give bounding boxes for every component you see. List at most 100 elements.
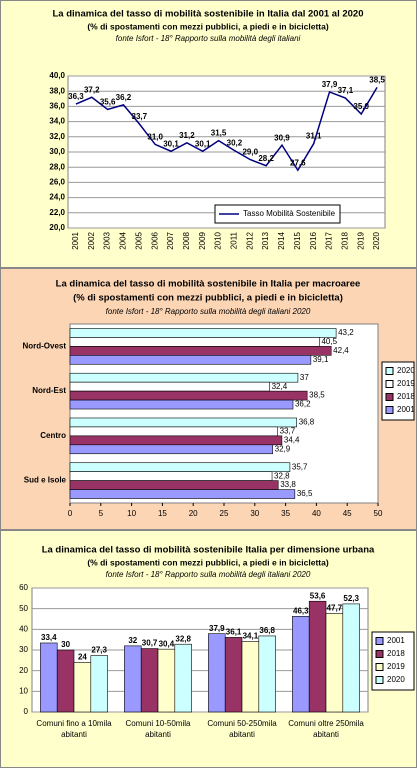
data-label: 38,5	[369, 76, 385, 85]
bar	[69, 417, 297, 428]
y-tick-label: 36,0	[49, 102, 65, 111]
data-label: 35,6	[100, 98, 116, 107]
bar	[69, 390, 308, 401]
y-tick-label: 30	[19, 645, 28, 654]
data-label: 30,2	[227, 139, 243, 148]
data-label: 42,4	[333, 346, 349, 355]
bar	[342, 603, 360, 713]
data-label: 37,2	[84, 85, 100, 94]
bar	[174, 643, 192, 713]
data-label: 37,9	[322, 80, 338, 89]
chart-subtitle: (% di spostamenti con mezzi pubblici, a …	[73, 293, 343, 304]
bar	[308, 600, 327, 713]
x-tick-label: 5	[99, 509, 104, 518]
data-label: 31,1	[306, 132, 322, 141]
bar	[241, 641, 260, 713]
x-tick-label: 45	[343, 509, 352, 518]
data-label: 32,8	[175, 634, 191, 643]
bar	[69, 355, 312, 365]
bar	[140, 648, 159, 713]
bar	[69, 435, 283, 446]
x-tick-label: 2007	[166, 231, 175, 249]
y-tick-label: 20,0	[49, 223, 65, 232]
legend-swatch	[375, 676, 384, 684]
data-label: 35,7	[292, 462, 308, 471]
x-tick-label: 2005	[134, 231, 143, 249]
data-label: 37,9	[209, 624, 225, 633]
data-label: 36,2	[295, 400, 311, 409]
data-label: 53,6	[310, 591, 326, 600]
y-tick-label: 40,0	[49, 71, 65, 80]
x-tick-label: 2018	[340, 231, 349, 249]
chart-subtitle: (% di spostamenti con mezzi pubblici, a …	[87, 21, 329, 31]
bar	[40, 642, 58, 713]
data-label: 40,5	[321, 337, 337, 346]
data-label: 31,0	[147, 133, 163, 142]
x-tick-label: 2016	[309, 231, 318, 249]
x-tick-label: 2004	[119, 231, 128, 249]
x-tick-label: 2003	[103, 231, 112, 249]
legend-label: 2018	[397, 392, 415, 401]
data-label: 34,1	[243, 632, 259, 641]
legend-swatch	[385, 406, 394, 414]
data-label: 34,4	[284, 435, 300, 444]
x-tick-label: 2017	[325, 231, 334, 249]
legend-box	[214, 204, 341, 224]
legend-swatch	[385, 367, 394, 375]
data-label: 36,8	[299, 418, 315, 427]
legend-label: Tasso Mobilità Sostenibile	[243, 209, 336, 218]
category-label: Comuni oltre 250mila abitanti	[288, 719, 364, 739]
y-tick-label: 26,0	[49, 178, 65, 187]
category-label: Nord-Est	[32, 386, 66, 395]
y-tick-label: 32,0	[49, 132, 65, 141]
bar	[69, 480, 279, 490]
x-tick-label: 2015	[293, 231, 302, 249]
bar	[56, 649, 75, 713]
y-tick-label: 38,0	[49, 86, 65, 95]
data-label: 29,0	[242, 148, 258, 157]
data-label: 30,7	[142, 639, 158, 648]
x-tick-label: 20	[189, 509, 198, 518]
chart-source: fonte Isfort - 18° Rapporto sulla mobili…	[116, 34, 301, 43]
data-label: 30	[61, 640, 70, 649]
legend-label: 2019	[387, 662, 405, 671]
x-tick-label: 2013	[261, 231, 270, 249]
bar	[69, 399, 294, 410]
data-label: 27,6	[290, 158, 306, 167]
x-tick-label: 2009	[198, 231, 207, 249]
bar	[69, 462, 291, 472]
data-label: 32,4	[272, 382, 288, 391]
y-tick-label: 30,0	[49, 147, 65, 156]
data-label: 47,7	[327, 604, 343, 613]
data-label: 37	[300, 373, 309, 382]
bar	[69, 381, 270, 392]
category-label: Comuni fino a 10mila abitanti	[36, 719, 112, 739]
chart-source: fonte Isfort - 18° Rapporto sulla mobili…	[106, 307, 311, 316]
category-label: Sud e Isole	[24, 476, 67, 485]
x-tick-label: 2019	[356, 231, 365, 249]
legend-label: 2001	[397, 405, 415, 414]
legend-swatch	[375, 663, 384, 671]
line	[75, 87, 378, 172]
chart-source: fonte Isfort - 18° Rapporto sulla mobili…	[106, 570, 311, 579]
data-label: 24	[78, 653, 87, 662]
y-tick-label: 24,0	[49, 193, 65, 202]
bar	[325, 613, 344, 713]
x-tick-label: 2008	[182, 231, 191, 249]
legend-swatch	[375, 650, 384, 658]
y-tick-label: 10	[19, 686, 28, 695]
data-label: 36,5	[297, 489, 313, 498]
bar	[73, 662, 92, 713]
bar	[90, 655, 108, 713]
legend-swatch	[385, 380, 394, 388]
data-label: 31,5	[211, 129, 227, 138]
x-tick-label: 2012	[245, 231, 254, 249]
legend-label: 2019	[397, 379, 415, 388]
y-tick-label: 60	[19, 583, 28, 592]
x-tick-label: 10	[127, 509, 136, 518]
data-label: 36,1	[226, 628, 242, 637]
data-label: 28,2	[258, 154, 274, 163]
y-tick-label: 28,0	[49, 162, 65, 171]
x-tick-label: 2020	[372, 231, 381, 249]
